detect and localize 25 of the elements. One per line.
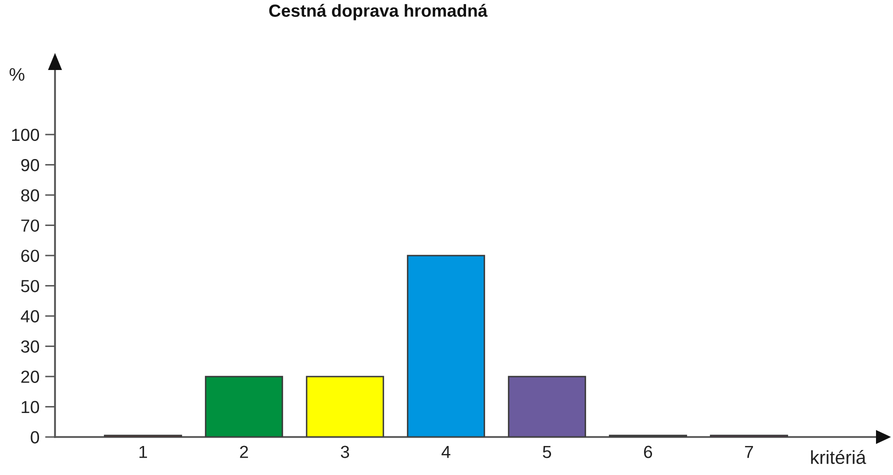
x-tick-label: 5 [542, 446, 552, 458]
y-tick-label: 80 [21, 189, 40, 202]
x-tick-label: 2 [240, 446, 248, 458]
y-tick-label: 40 [20, 310, 40, 322]
bar [204, 376, 284, 437]
bar [406, 254, 486, 437]
x-tick-label: 7 [745, 446, 753, 458]
y-tick-label: 30 [21, 340, 40, 353]
bar [306, 376, 384, 437]
y-tick-label: 90 [21, 158, 40, 172]
x-tick-label: 1 [139, 446, 147, 458]
y-tick-label: 70 [21, 219, 40, 232]
chart-title: Cestná doprava hromadná [269, 4, 488, 20]
x-tick-label: 3 [340, 446, 350, 458]
y-tick-label: 60 [21, 250, 40, 262]
y-axis-title: % [10, 68, 24, 81]
y-tick-label: 50 [21, 280, 40, 292]
x-tick-label: 4 [442, 446, 450, 458]
bar [508, 376, 586, 437]
y-tick-label: 0 [30, 431, 40, 444]
y-tick-label: 100 [12, 128, 40, 142]
y-tick-label: 20 [21, 370, 40, 383]
x-axis-title: kritériá [811, 450, 866, 464]
x-tick-label: 6 [644, 446, 652, 458]
y-tick-label: 10 [22, 400, 40, 414]
